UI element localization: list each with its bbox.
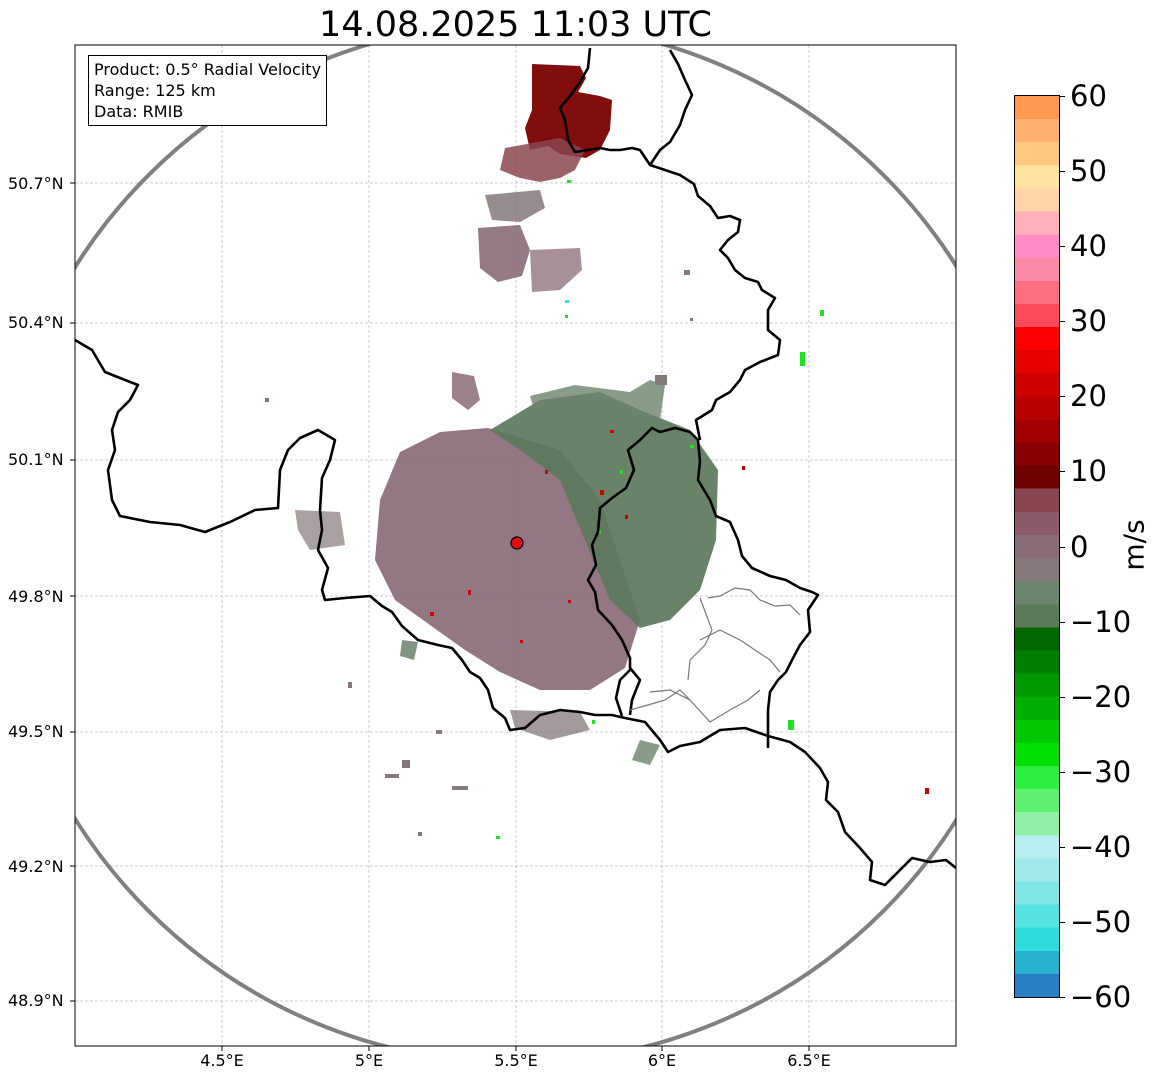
echo-north-2 bbox=[485, 190, 545, 222]
lon-label: 5°E bbox=[354, 1051, 384, 1070]
lat-label: 49.2°N bbox=[8, 857, 64, 876]
colorbar-tick-label: −50 bbox=[1070, 904, 1132, 939]
colorbar-tick-mark bbox=[1059, 771, 1065, 773]
radar-site-marker[interactable] bbox=[510, 536, 524, 550]
lat-label: 50.4°N bbox=[8, 313, 64, 332]
colorbar-tick-mark bbox=[1059, 696, 1065, 698]
echo-sw-small bbox=[400, 640, 418, 660]
echo-north-4 bbox=[530, 248, 582, 292]
echo-north-mix bbox=[500, 138, 585, 182]
colorbar-tick-label: −40 bbox=[1070, 829, 1132, 864]
colorbar-tick-label: 30 bbox=[1070, 304, 1107, 339]
colorbar-tick-label: −30 bbox=[1070, 754, 1132, 789]
colorbar-tick-mark bbox=[1059, 997, 1065, 998]
colorbar-label: m/s bbox=[1117, 519, 1151, 571]
colorbar-tick-mark bbox=[1059, 96, 1065, 97]
colorbar-tick-mark bbox=[1059, 621, 1065, 623]
info-box: Product: 0.5° Radial Velocity Range: 125… bbox=[88, 55, 328, 126]
echo-west-small bbox=[452, 372, 480, 410]
colorbar-tick-mark bbox=[1059, 321, 1065, 323]
echo-southwest-gray bbox=[295, 510, 345, 550]
radar-echoes bbox=[265, 64, 929, 839]
axis-ticks bbox=[70, 182, 810, 1051]
colorbar-tick-label: 40 bbox=[1070, 229, 1107, 264]
colorbar-tick-label: −60 bbox=[1070, 980, 1132, 1014]
echo-north-3 bbox=[478, 225, 530, 282]
echo-north-dark bbox=[525, 64, 612, 158]
colorbar-tick-label: 0 bbox=[1070, 529, 1089, 564]
map-title: 14.08.2025 11:03 UTC bbox=[319, 5, 712, 45]
country-borders bbox=[75, 47, 956, 887]
info-range: Range: 125 km bbox=[94, 81, 216, 100]
colorbar-tick-label: 60 bbox=[1070, 79, 1107, 113]
echo-se bbox=[632, 740, 660, 765]
lat-label: 49.8°N bbox=[8, 587, 64, 606]
lat-label: 50.7°N bbox=[8, 174, 64, 193]
lon-label: 4.5°E bbox=[200, 1051, 244, 1070]
colorbar-tick-mark bbox=[1059, 171, 1065, 173]
region-borders bbox=[629, 587, 801, 723]
lon-label: 5.5°E bbox=[494, 1051, 538, 1070]
echo-green-ne bbox=[530, 380, 665, 430]
info-product: Product: 0.5° Radial Velocity bbox=[94, 60, 322, 79]
colorbar-tick-mark bbox=[1059, 921, 1065, 923]
colorbar-tick-mark bbox=[1059, 471, 1065, 473]
colorbar-tick-mark bbox=[1059, 396, 1065, 398]
colorbar-tick-mark bbox=[1059, 846, 1065, 848]
lat-label: 50.1°N bbox=[8, 450, 64, 469]
info-data: Data: RMIB bbox=[94, 102, 184, 121]
colorbar-tick-mark bbox=[1059, 546, 1065, 548]
colorbar-tick-label: −10 bbox=[1070, 604, 1132, 639]
colorbar-tick-label: 20 bbox=[1070, 379, 1107, 414]
colorbar-tick-label: 50 bbox=[1070, 154, 1107, 189]
lon-label: 6°E bbox=[647, 1051, 677, 1070]
colorbar bbox=[1014, 95, 1060, 998]
colorbar-tick-mark bbox=[1059, 246, 1065, 248]
echo-cyan-dot bbox=[565, 300, 569, 303]
lat-label: 49.5°N bbox=[8, 722, 64, 741]
lon-label: 6.5°E bbox=[787, 1051, 831, 1070]
colorbar-tick-label: 10 bbox=[1070, 454, 1107, 489]
echo-south-band bbox=[510, 710, 590, 740]
colorbar-tick-label: −20 bbox=[1070, 679, 1132, 714]
lat-label: 48.9°N bbox=[8, 991, 64, 1010]
echo-main-green bbox=[490, 392, 718, 628]
